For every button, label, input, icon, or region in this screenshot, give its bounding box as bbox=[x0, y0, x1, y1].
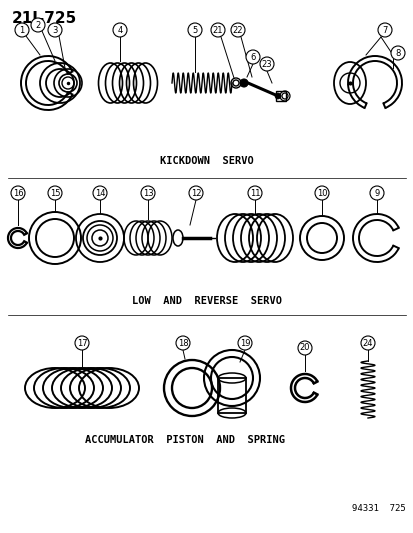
Text: 24: 24 bbox=[362, 338, 373, 348]
Text: 21: 21 bbox=[212, 26, 223, 35]
Circle shape bbox=[274, 93, 280, 99]
Circle shape bbox=[297, 341, 311, 355]
Text: 12: 12 bbox=[190, 189, 201, 198]
Circle shape bbox=[31, 18, 45, 32]
Text: 4: 4 bbox=[117, 26, 122, 35]
Circle shape bbox=[48, 23, 62, 37]
Text: 1: 1 bbox=[19, 26, 24, 35]
Text: LOW  AND  REVERSE  SERVO: LOW AND REVERSE SERVO bbox=[132, 296, 281, 306]
Text: 94331  725: 94331 725 bbox=[351, 504, 405, 513]
Circle shape bbox=[247, 186, 261, 200]
Circle shape bbox=[390, 46, 404, 60]
Circle shape bbox=[75, 336, 89, 350]
Text: 19: 19 bbox=[239, 338, 249, 348]
Text: 2: 2 bbox=[35, 20, 40, 29]
Text: 6: 6 bbox=[250, 52, 255, 61]
Text: KICKDOWN  SERVO: KICKDOWN SERVO bbox=[160, 156, 253, 166]
Text: ACCUMULATOR  PISTON  AND  SPRING: ACCUMULATOR PISTON AND SPRING bbox=[85, 435, 284, 445]
Text: 20: 20 bbox=[299, 343, 309, 352]
Text: 14: 14 bbox=[95, 189, 105, 198]
Circle shape bbox=[230, 23, 244, 37]
Circle shape bbox=[245, 50, 259, 64]
Circle shape bbox=[189, 186, 202, 200]
Bar bbox=[275, 91, 285, 101]
Text: 7: 7 bbox=[381, 26, 387, 35]
Circle shape bbox=[314, 186, 328, 200]
Circle shape bbox=[377, 23, 391, 37]
Text: 11: 11 bbox=[249, 189, 260, 198]
Circle shape bbox=[240, 79, 247, 87]
Text: 9: 9 bbox=[373, 189, 379, 198]
Circle shape bbox=[93, 186, 107, 200]
Text: 23: 23 bbox=[261, 60, 272, 69]
Text: 10: 10 bbox=[316, 189, 326, 198]
Text: 21J-725: 21J-725 bbox=[12, 11, 77, 26]
Circle shape bbox=[188, 23, 202, 37]
Bar bbox=[218, 378, 245, 413]
Text: 8: 8 bbox=[394, 49, 400, 58]
Circle shape bbox=[15, 23, 29, 37]
Text: 22: 22 bbox=[232, 26, 243, 35]
Text: 16: 16 bbox=[13, 189, 23, 198]
Circle shape bbox=[211, 23, 224, 37]
Text: 18: 18 bbox=[177, 338, 188, 348]
Circle shape bbox=[113, 23, 127, 37]
Circle shape bbox=[237, 336, 252, 350]
Text: 5: 5 bbox=[192, 26, 197, 35]
Text: 15: 15 bbox=[50, 189, 60, 198]
Circle shape bbox=[176, 336, 190, 350]
Circle shape bbox=[11, 186, 25, 200]
Circle shape bbox=[48, 186, 62, 200]
Circle shape bbox=[259, 57, 273, 71]
Circle shape bbox=[369, 186, 383, 200]
Text: 3: 3 bbox=[52, 26, 57, 35]
Text: 17: 17 bbox=[76, 338, 87, 348]
Text: 13: 13 bbox=[142, 189, 153, 198]
Circle shape bbox=[141, 186, 154, 200]
Circle shape bbox=[360, 336, 374, 350]
